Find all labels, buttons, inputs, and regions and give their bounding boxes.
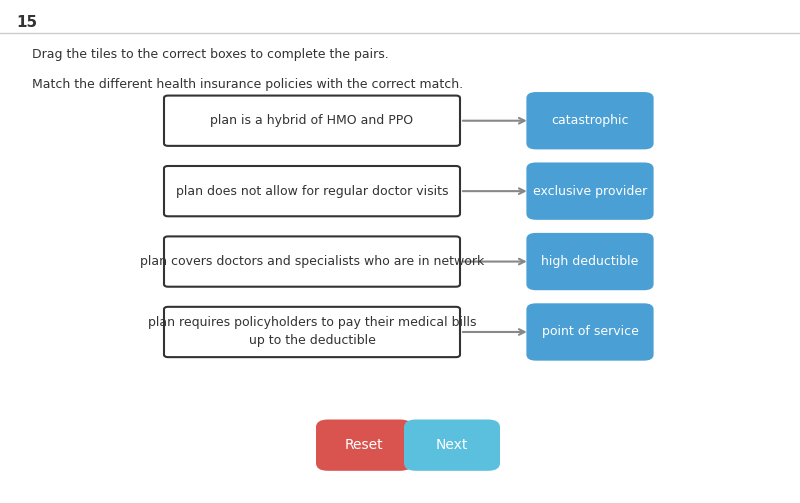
Text: high deductible: high deductible xyxy=(542,255,638,268)
FancyBboxPatch shape xyxy=(526,92,654,149)
Text: Match the different health insurance policies with the correct match.: Match the different health insurance pol… xyxy=(32,78,463,91)
FancyBboxPatch shape xyxy=(404,420,500,471)
Text: Next: Next xyxy=(436,438,468,452)
Text: 15: 15 xyxy=(16,15,37,30)
FancyBboxPatch shape xyxy=(526,162,654,220)
FancyBboxPatch shape xyxy=(316,420,412,471)
Text: Drag the tiles to the correct boxes to complete the pairs.: Drag the tiles to the correct boxes to c… xyxy=(32,48,389,61)
FancyBboxPatch shape xyxy=(164,236,460,287)
FancyBboxPatch shape xyxy=(164,96,460,146)
FancyBboxPatch shape xyxy=(526,303,654,361)
Text: exclusive provider: exclusive provider xyxy=(533,185,647,198)
Text: plan requires policyholders to pay their medical bills
up to the deductible: plan requires policyholders to pay their… xyxy=(148,316,476,348)
FancyBboxPatch shape xyxy=(164,166,460,216)
Text: point of service: point of service xyxy=(542,325,638,339)
Text: Reset: Reset xyxy=(345,438,383,452)
Text: plan covers doctors and specialists who are in network: plan covers doctors and specialists who … xyxy=(140,255,484,268)
Text: plan is a hybrid of HMO and PPO: plan is a hybrid of HMO and PPO xyxy=(210,114,414,127)
FancyBboxPatch shape xyxy=(526,233,654,290)
Text: plan does not allow for regular doctor visits: plan does not allow for regular doctor v… xyxy=(176,185,448,198)
Text: catastrophic: catastrophic xyxy=(551,114,629,127)
FancyBboxPatch shape xyxy=(164,307,460,357)
